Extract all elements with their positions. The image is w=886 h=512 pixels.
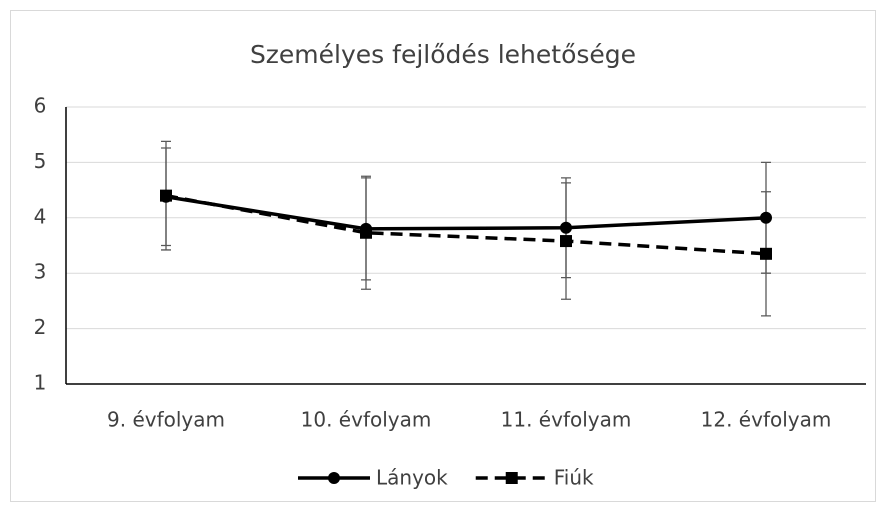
legend-label: Fiúk: [554, 466, 594, 490]
x-tick-label: 10. évfolyam: [301, 408, 432, 432]
data-point: [560, 221, 572, 234]
data-point: [160, 189, 172, 202]
x-tick-label: 9. évfolyam: [107, 408, 225, 432]
y-tick-label: 3: [34, 260, 47, 284]
chart-frame: [10, 10, 876, 502]
y-tick-label: 1: [34, 371, 47, 395]
x-tick-label: 12. évfolyam: [701, 408, 832, 432]
chart-title: Személyes fejlődés lehetősége: [250, 40, 636, 69]
legend-marker: [505, 472, 518, 484]
y-tick-label: 4: [34, 204, 47, 228]
y-tick-label: 6: [34, 94, 47, 118]
data-point: [560, 235, 572, 248]
data-point: [760, 247, 772, 260]
y-tick-label: 5: [34, 149, 47, 173]
data-point: [360, 226, 372, 239]
legend-label: Lányok: [376, 466, 448, 490]
data-point: [760, 211, 772, 224]
series-line: [165, 193, 767, 256]
y-tick-label: 2: [34, 315, 47, 339]
legend-marker: [328, 472, 340, 484]
x-tick-label: 11. évfolyam: [501, 408, 632, 432]
